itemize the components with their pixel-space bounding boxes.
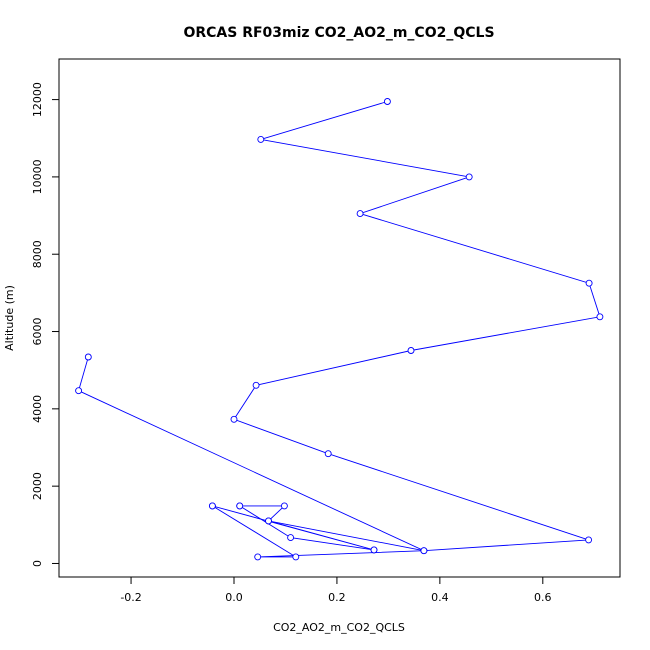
data-point <box>252 381 260 389</box>
series-line <box>78 101 601 552</box>
y-tick-label: 12000 <box>31 82 44 117</box>
plot-frame <box>58 58 621 578</box>
data-point <box>230 415 238 423</box>
y-axis: 0 2000 4000 6000 8000 10000 12000 <box>31 82 60 567</box>
y-tick-label: 10000 <box>31 159 44 194</box>
data-point <box>585 536 593 544</box>
x-tick-label: 0.4 <box>431 591 449 604</box>
x-tick-label: 0.0 <box>225 591 243 604</box>
data-point <box>265 517 272 525</box>
y-tick-label: 0 <box>31 560 44 567</box>
data-point <box>596 313 604 321</box>
data-point <box>254 553 262 561</box>
series-points <box>75 98 604 561</box>
data-point <box>420 547 428 555</box>
x-tick-label: -0.2 <box>120 591 141 604</box>
x-axis-label: CO2_AO2_m_CO2_QCLS <box>273 621 405 634</box>
data-point <box>292 553 300 561</box>
data-point <box>236 502 244 510</box>
chart-title: ORCAS RF03miz CO2_AO2_m_CO2_QCLS <box>183 25 494 41</box>
series-lines <box>78 101 601 558</box>
data-point <box>465 173 473 181</box>
data-point <box>287 534 295 542</box>
y-tick-label: 6000 <box>31 318 44 346</box>
data-point <box>356 210 364 218</box>
y-tick-label: 2000 <box>31 472 44 500</box>
x-tick-label: 0.6 <box>534 591 552 604</box>
series-line <box>212 505 424 558</box>
data-point <box>84 353 92 361</box>
y-tick-label: 4000 <box>31 395 44 423</box>
data-point <box>383 98 391 105</box>
y-axis-label: Altitude (m) <box>3 285 16 351</box>
data-point <box>585 279 593 287</box>
data-point <box>257 135 265 143</box>
data-point <box>370 546 378 554</box>
data-point <box>324 450 332 458</box>
data-point <box>407 347 415 354</box>
x-axis: -0.2 0.0 0.2 0.4 0.6 <box>120 576 552 604</box>
data-point <box>208 502 216 510</box>
y-tick-label: 8000 <box>31 240 44 268</box>
x-tick-label: 0.2 <box>328 591 346 604</box>
series-line <box>212 505 375 551</box>
data-point <box>75 387 83 395</box>
data-point <box>280 502 288 510</box>
